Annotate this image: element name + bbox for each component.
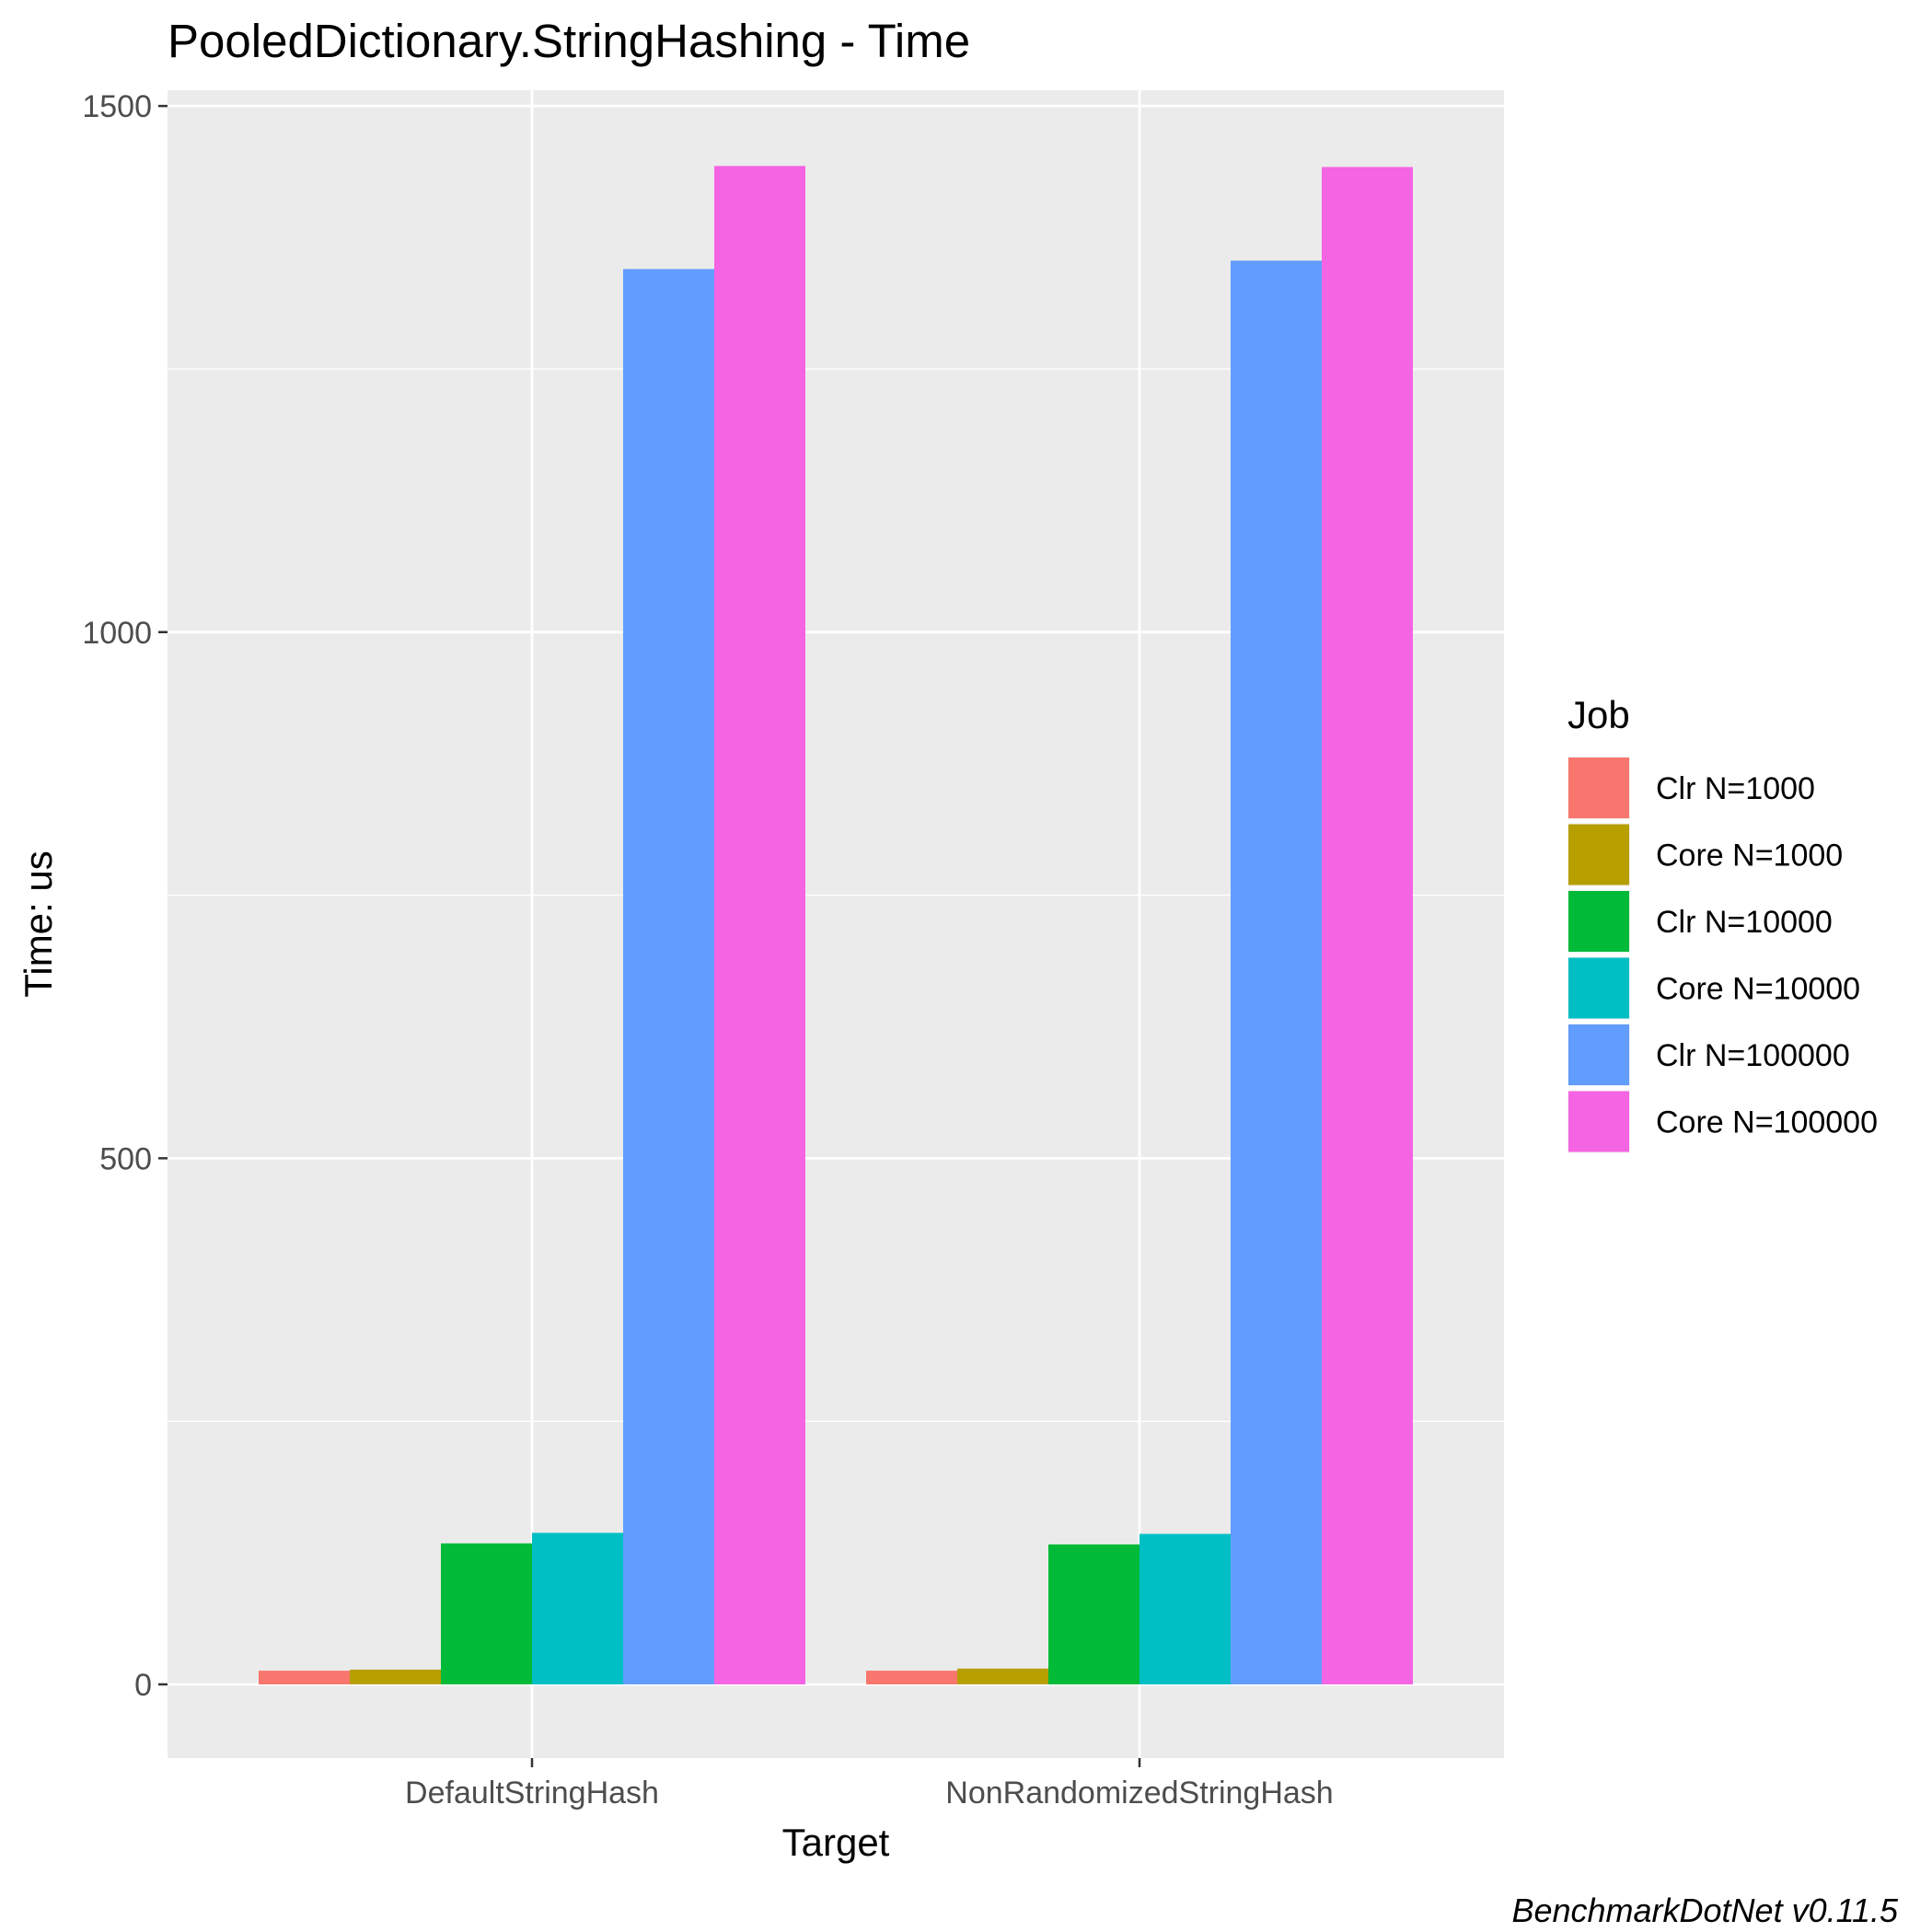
y-tick-label: 500 xyxy=(99,1141,152,1176)
x-axis-title: Target xyxy=(782,1821,890,1864)
bar xyxy=(957,1668,1048,1684)
legend-label: Core N=100000 xyxy=(1656,1105,1878,1140)
bar xyxy=(1322,167,1413,1684)
bar xyxy=(1231,260,1322,1684)
legend-label: Core N=10000 xyxy=(1656,972,1860,1007)
y-tick-label: 1000 xyxy=(82,616,152,651)
bar xyxy=(441,1543,532,1684)
y-axis-title: Time: us xyxy=(17,850,60,997)
legend-swatch xyxy=(1568,758,1629,818)
legend-swatch xyxy=(1568,891,1629,952)
bar xyxy=(866,1671,957,1684)
y-tick-label: 1500 xyxy=(82,89,152,124)
bar xyxy=(259,1671,350,1684)
x-tick-label: DefaultStringHash xyxy=(405,1776,659,1811)
bar xyxy=(532,1533,623,1684)
x-axis: DefaultStringHash NonRandomizedStringHash xyxy=(405,1758,1334,1811)
legend-label: Clr N=100000 xyxy=(1656,1038,1850,1073)
bar xyxy=(350,1669,441,1684)
legend-swatch xyxy=(1568,1024,1629,1085)
bar xyxy=(714,166,805,1684)
legend-title: Job xyxy=(1568,693,1630,736)
legend: Job Clr N=1000 Core N=1000 Clr N=10000 Core… xyxy=(1568,693,1878,1153)
legend-swatch xyxy=(1568,957,1629,1019)
legend-swatch xyxy=(1568,824,1629,885)
bars xyxy=(259,166,1413,1684)
y-axis: 0 500 1000 1500 xyxy=(82,89,168,1703)
bar xyxy=(1140,1533,1231,1684)
x-tick-label: NonRandomizedStringHash xyxy=(945,1776,1333,1811)
legend-label: Clr N=10000 xyxy=(1656,905,1833,940)
legend-swatch xyxy=(1568,1091,1629,1152)
legend-label: Clr N=1000 xyxy=(1656,771,1815,806)
bar xyxy=(1048,1544,1140,1684)
caption: BenchmarkDotNet v0.11.5 xyxy=(1511,1892,1899,1929)
legend-items: Clr N=1000 Core N=1000 Clr N=10000 Core N=1… xyxy=(1568,757,1878,1153)
bar xyxy=(623,269,714,1684)
chart-title: PooledDictionary.StringHashing - Time xyxy=(168,15,970,67)
legend-label: Core N=1000 xyxy=(1656,839,1843,873)
y-tick-label: 0 xyxy=(134,1668,152,1703)
